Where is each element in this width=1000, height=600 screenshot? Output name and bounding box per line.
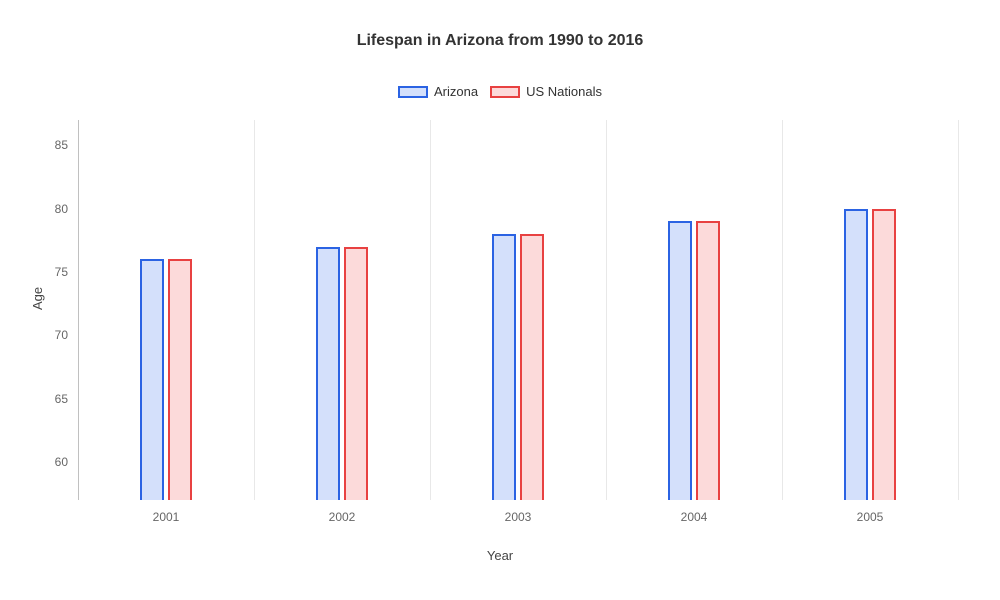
x-axis-title: Year <box>0 548 1000 563</box>
x-tick-label: 2001 <box>153 510 180 524</box>
bar <box>344 247 368 500</box>
grid-line <box>430 120 431 500</box>
legend-label-arizona: Arizona <box>434 84 478 99</box>
bar <box>492 234 516 500</box>
grid-line <box>254 120 255 500</box>
lifespan-chart: Lifespan in Arizona from 1990 to 2016 Ar… <box>0 0 1000 600</box>
bar <box>668 221 692 500</box>
y-tick-label: 75 <box>55 265 78 279</box>
bar-group <box>316 247 368 500</box>
legend-item-us: US Nationals <box>490 84 602 99</box>
chart-title: Lifespan in Arizona from 1990 to 2016 <box>0 32 1000 50</box>
plot-area: 606570758085 <box>78 120 958 500</box>
legend: Arizona US Nationals <box>0 84 1000 99</box>
x-tick-label: 2003 <box>505 510 532 524</box>
bar <box>168 259 192 500</box>
bar <box>316 247 340 500</box>
bar <box>140 259 164 500</box>
y-tick-label: 80 <box>55 202 78 216</box>
y-tick-label: 70 <box>55 328 78 342</box>
legend-label-us: US Nationals <box>526 84 602 99</box>
y-tick-label: 65 <box>55 392 78 406</box>
x-tick-label: 2004 <box>681 510 708 524</box>
bar-group <box>140 259 192 500</box>
bar <box>520 234 544 500</box>
y-axis-line <box>78 120 79 500</box>
bar-group <box>844 209 896 500</box>
grid-line <box>958 120 959 500</box>
y-axis-title: Age <box>30 287 45 310</box>
legend-item-arizona: Arizona <box>398 84 478 99</box>
x-tick-label: 2005 <box>857 510 884 524</box>
bar <box>696 221 720 500</box>
legend-swatch-arizona <box>398 86 428 98</box>
bar <box>872 209 896 500</box>
grid-line <box>782 120 783 500</box>
y-tick-label: 85 <box>55 138 78 152</box>
x-tick-label: 2002 <box>329 510 356 524</box>
grid-line <box>606 120 607 500</box>
y-tick-label: 60 <box>55 455 78 469</box>
bar-group <box>492 234 544 500</box>
bar <box>844 209 868 500</box>
legend-swatch-us <box>490 86 520 98</box>
bar-group <box>668 221 720 500</box>
